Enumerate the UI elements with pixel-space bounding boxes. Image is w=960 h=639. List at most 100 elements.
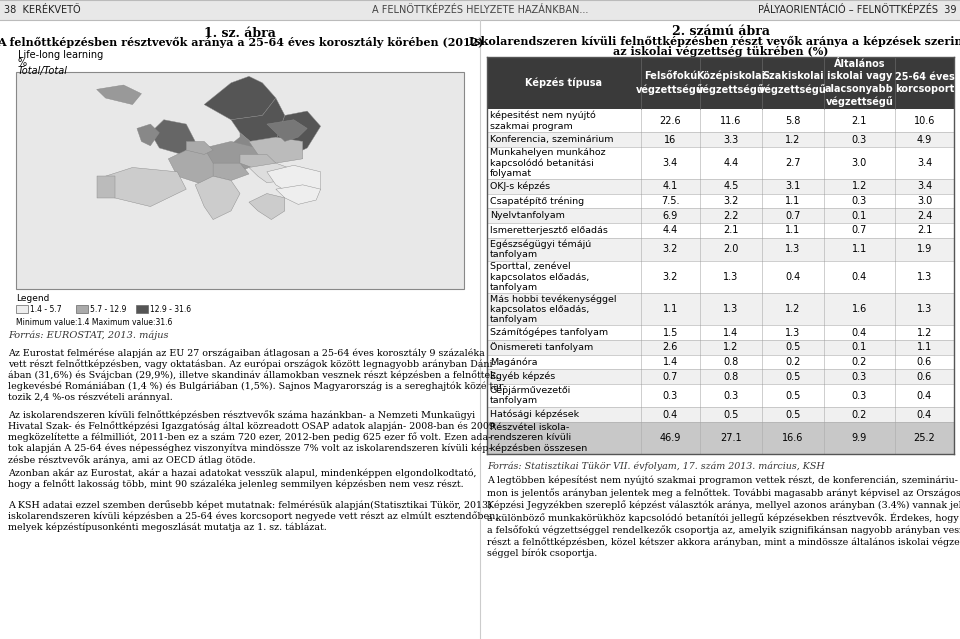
Text: 3.4: 3.4 [662, 158, 678, 168]
Text: 0.2: 0.2 [785, 357, 801, 367]
Text: 0.8: 0.8 [723, 371, 738, 381]
Text: 0.3: 0.3 [852, 390, 867, 401]
Text: 2.1: 2.1 [917, 226, 932, 235]
Text: 0.4: 0.4 [917, 390, 932, 401]
Text: 0.5: 0.5 [785, 410, 801, 420]
Bar [487, 208, 954, 223]
Text: 0.3: 0.3 [662, 390, 678, 401]
Text: 1.2: 1.2 [785, 135, 801, 144]
Polygon shape [186, 141, 213, 155]
Text: 10.6: 10.6 [914, 116, 935, 126]
Text: 0.5: 0.5 [785, 390, 801, 401]
Text: 0.2: 0.2 [852, 410, 867, 420]
Text: Képzés típusa: Képzés típusa [525, 78, 602, 88]
Bar [0, 0, 960, 20]
Text: Az Eurostat felmérése alapján az EU 27 országaiban átlagosan a 25-64 éves korosz: Az Eurostat felmérése alapján az EU 27 o… [8, 348, 507, 402]
Text: 1.1: 1.1 [917, 343, 932, 352]
Text: 46.9: 46.9 [660, 433, 681, 443]
Polygon shape [267, 166, 321, 196]
Text: 2. számú ábra: 2. számú ábra [671, 25, 770, 38]
Text: 1.1: 1.1 [852, 244, 867, 254]
Text: 0.4: 0.4 [852, 272, 867, 282]
Text: 6.9: 6.9 [662, 211, 678, 220]
Polygon shape [249, 137, 302, 163]
Text: OKJ-s képzés: OKJ-s képzés [490, 181, 550, 191]
Polygon shape [106, 167, 186, 206]
Text: Egészségügyi témájú
tanfolyam: Egészségügyi témájú tanfolyam [490, 240, 591, 259]
Text: Szakiskolai
végzettségű: Szakiskolai végzettségű [759, 71, 827, 95]
Text: 25-64 éves
korcsoport: 25-64 éves korcsoport [895, 72, 954, 94]
Text: Life-long learning: Life-long learning [18, 50, 104, 60]
Polygon shape [267, 119, 307, 141]
Text: 1.6: 1.6 [852, 304, 867, 314]
Text: 4.1: 4.1 [662, 181, 678, 192]
Text: 2.2: 2.2 [723, 211, 738, 220]
Text: Csapatépítő tréning: Csapatépítő tréning [490, 196, 584, 206]
Text: 0.4: 0.4 [852, 328, 867, 337]
Text: 1.4: 1.4 [723, 328, 738, 337]
Text: 0.8: 0.8 [723, 357, 738, 367]
Bar [487, 109, 954, 132]
Polygon shape [276, 185, 321, 204]
Polygon shape [231, 98, 285, 148]
Text: 9.9: 9.9 [852, 433, 867, 443]
Text: az iskolai végzettség tükrében (%): az iskolai végzettség tükrében (%) [612, 46, 828, 57]
Bar [487, 422, 954, 454]
Text: Egyéb képzés: Egyéb képzés [490, 372, 555, 381]
Text: 22.6: 22.6 [660, 116, 681, 126]
Text: 1.3: 1.3 [723, 304, 738, 314]
Text: Minimum value:1.4 Maximum value:31.6: Minimum value:1.4 Maximum value:31.6 [16, 318, 173, 327]
Text: Magánóra: Magánóra [490, 357, 538, 367]
Bar [487, 132, 954, 147]
Bar [487, 261, 954, 293]
Text: 2.6: 2.6 [662, 343, 678, 352]
Bar [487, 407, 954, 422]
Bar [16, 305, 28, 313]
Text: 16: 16 [664, 135, 677, 144]
Text: A legtöbben képesítést nem nyújtó szakmai programon vettek részt, de konferenciá: A legtöbben képesítést nem nyújtó szakma… [487, 476, 960, 558]
Text: 1.4: 1.4 [662, 357, 678, 367]
Text: 3.2: 3.2 [662, 244, 678, 254]
Bar [487, 293, 954, 325]
Text: Önismereti tanfolyam: Önismereti tanfolyam [490, 343, 593, 352]
Text: 0.5: 0.5 [785, 343, 801, 352]
Text: Legend: Legend [16, 294, 49, 303]
Text: 0.4: 0.4 [785, 272, 801, 282]
Text: 3.3: 3.3 [723, 135, 738, 144]
Bar [487, 223, 954, 238]
Text: 3.2: 3.2 [723, 196, 738, 206]
Text: 38  KERÉKVETŐ: 38 KERÉKVETŐ [4, 5, 81, 15]
Text: 0.7: 0.7 [662, 371, 678, 381]
Polygon shape [249, 194, 285, 220]
Text: 1.1: 1.1 [662, 304, 678, 314]
Text: 1.3: 1.3 [917, 272, 932, 282]
Text: Ismeretterjesztő előadás: Ismeretterjesztő előadás [490, 226, 608, 235]
Polygon shape [168, 150, 222, 185]
Polygon shape [276, 111, 321, 155]
Text: 0.3: 0.3 [852, 196, 867, 206]
Text: PÁLYAORIENTÁCIÓ – FELNŐTTKÉPZÉS  39: PÁLYAORIENTÁCIÓ – FELNŐTTKÉPZÉS 39 [757, 5, 956, 15]
Text: 1.3: 1.3 [785, 244, 801, 254]
Text: 0.1: 0.1 [852, 211, 867, 220]
Text: Gépjárművezetői
tanfolyam: Gépjárművezetői tanfolyam [490, 385, 571, 406]
Polygon shape [137, 124, 159, 146]
Text: 0.1: 0.1 [852, 343, 867, 352]
Polygon shape [204, 141, 258, 172]
Bar [76, 305, 88, 313]
Text: 1.3: 1.3 [723, 272, 738, 282]
Text: 0.2: 0.2 [852, 357, 867, 367]
Text: 4.5: 4.5 [723, 181, 738, 192]
Bar [487, 179, 954, 194]
Text: 1.1: 1.1 [785, 226, 801, 235]
Text: 11.6: 11.6 [720, 116, 741, 126]
Text: 4.4: 4.4 [662, 226, 678, 235]
Text: 3.0: 3.0 [852, 158, 867, 168]
Text: 0.3: 0.3 [723, 390, 738, 401]
Text: 4.9: 4.9 [917, 135, 932, 144]
Text: Total/Total: Total/Total [18, 66, 68, 76]
Bar [487, 369, 954, 384]
Text: 2.0: 2.0 [723, 244, 738, 254]
Text: 3.1: 3.1 [785, 181, 801, 192]
Text: Munkahelyen munkához
kapcsolódó betanitási
folyamat: Munkahelyen munkához kapcsolódó betanitá… [490, 148, 606, 178]
Text: 5.7 - 12.9: 5.7 - 12.9 [90, 305, 127, 314]
